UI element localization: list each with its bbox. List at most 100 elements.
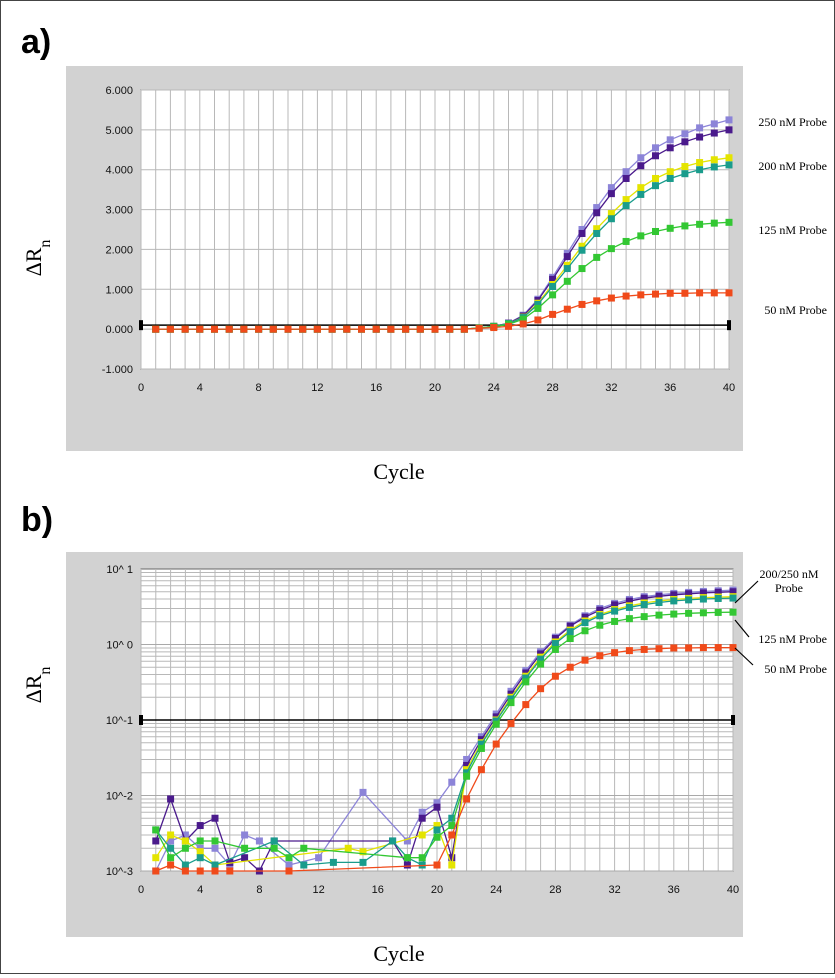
chart-b-data-point <box>655 645 663 653</box>
chart-b-xtick-label: 32 <box>608 884 620 896</box>
chart-a-data-point <box>534 316 542 324</box>
chart-a-data-point <box>666 224 674 232</box>
chart-b-data-point <box>418 814 426 822</box>
chart-b-data-point <box>685 596 693 604</box>
chart-a-data-point <box>446 325 454 333</box>
chart-b-series-label: 200/250 nM <box>759 567 818 581</box>
chart-a-series-label: 50 nM Probe <box>764 303 827 317</box>
chart-b-data-point <box>640 594 648 602</box>
chart-a-data-point <box>578 246 586 254</box>
chart-b-xtick-label: 36 <box>668 884 680 896</box>
chart-a-data-point <box>666 174 674 182</box>
chart-a-data-point <box>681 130 689 138</box>
chart-a-data-point <box>637 291 645 299</box>
chart-b-series-line <box>155 589 734 872</box>
chart-b-data-point <box>625 603 633 611</box>
chart-a-data-point <box>402 325 410 333</box>
chart-b-ytick-label: 10^-2 <box>106 791 133 803</box>
chart-b-data-point <box>418 831 426 839</box>
chart-b-data-point <box>670 644 678 652</box>
chart-b-data-point <box>729 594 737 602</box>
chart-a-data-point <box>607 190 615 198</box>
chart-a-data-point <box>710 156 718 164</box>
chart-b-threshold-handle-left <box>139 715 143 725</box>
chart-a-data-point <box>578 300 586 308</box>
chart-b-data-point <box>403 861 411 869</box>
chart-b-data-point <box>581 619 589 627</box>
chart-b-data-point <box>477 740 485 748</box>
chart-a-data-point <box>637 190 645 198</box>
chart-a-xtick-label: 16 <box>370 382 382 394</box>
chart-b-data-point <box>566 622 574 630</box>
chart-b-series-label: 125 nM Probe <box>758 632 827 646</box>
chart-b-xtick-label: 24 <box>490 884 502 896</box>
chart-b-data-point <box>181 867 189 875</box>
chart-b-ylabel: ΔRn <box>21 667 54 704</box>
chart-a-data-point <box>607 215 615 223</box>
chart-b-xtick-label: 4 <box>197 884 203 896</box>
chart-a-data-point <box>578 229 586 237</box>
chart-b-data-point <box>729 644 737 652</box>
chart-b-data-point <box>211 867 219 875</box>
chart-b-data-point <box>492 720 500 728</box>
chart-a-data-point <box>490 324 498 332</box>
chart-b-data-point <box>551 640 559 648</box>
chart-a-xtick-label: 0 <box>138 382 144 394</box>
chart-b-data-point <box>714 594 722 602</box>
chart-a-data-point <box>696 133 704 141</box>
chart-b-data-point <box>477 766 485 774</box>
chart-a-series-line <box>155 292 729 330</box>
chart-b-data-point <box>699 644 707 652</box>
chart-b-ytick-label: 10^-3 <box>106 866 133 878</box>
chart-a-data-point <box>622 196 630 204</box>
chart-b-data-point <box>255 837 263 845</box>
chart-b-data-point <box>226 858 234 866</box>
chart-a-data-point <box>681 289 689 297</box>
chart-a-data-point <box>549 310 557 318</box>
chart-b-data-point <box>211 844 219 852</box>
chart-a-data-point <box>637 232 645 240</box>
chart-a-xtick-label: 12 <box>311 382 323 394</box>
chart-b-data-point <box>611 601 619 609</box>
chart-b-series-4 <box>152 608 737 862</box>
chart-b-data-point <box>270 837 278 845</box>
chart-b-data-point <box>403 837 411 845</box>
chart-b-xtick-label: 20 <box>431 884 443 896</box>
chart-b-xtick-label: 28 <box>549 884 561 896</box>
chart-b-data-point <box>463 795 471 803</box>
chart-a-data-point <box>652 227 659 235</box>
chart-b-data-point <box>581 656 589 664</box>
chart-a-data-point <box>328 325 336 333</box>
chart-b-series-label-line2: Probe <box>775 581 803 595</box>
chart-b-data-point <box>359 858 367 866</box>
chart-b-data-point <box>714 608 722 616</box>
chart-b-ytick-label: 10^-1 <box>106 715 133 727</box>
chart-b-leader-line <box>734 580 759 604</box>
chart-a-xtick-label: 24 <box>488 382 500 394</box>
chart-b-data-point <box>167 837 175 845</box>
chart-a-series-label: 125 nM Probe <box>758 223 827 237</box>
chart-b-data-point <box>433 799 441 807</box>
chart-b-data-point <box>167 844 175 852</box>
chart-a-data-point <box>710 120 718 128</box>
chart-a-data-point <box>637 184 645 192</box>
chart-a-data-point <box>563 253 571 261</box>
chart-a-data-point <box>710 129 718 137</box>
chart-a-data-point <box>622 174 630 182</box>
chart-b-data-point <box>581 627 589 635</box>
chart-b-data-point <box>581 613 589 621</box>
chart-a-data-point <box>269 325 277 333</box>
chart-a-data-point <box>549 291 557 299</box>
chart-a-data-point <box>593 297 601 305</box>
chart-b-data-point <box>181 844 189 852</box>
chart-b-data-point <box>596 652 604 660</box>
chart-a-data-point <box>578 226 586 233</box>
chart-b-data-point <box>167 831 175 839</box>
chart-a-data-point <box>710 289 718 297</box>
chart-a-xtick-label: 28 <box>546 382 558 394</box>
chart-a-data-point <box>431 325 439 333</box>
chart-b-data-point <box>448 822 456 830</box>
chart-b-data-point <box>196 837 204 845</box>
chart-a-data-point <box>152 325 160 333</box>
chart-a-data-point <box>652 144 659 152</box>
